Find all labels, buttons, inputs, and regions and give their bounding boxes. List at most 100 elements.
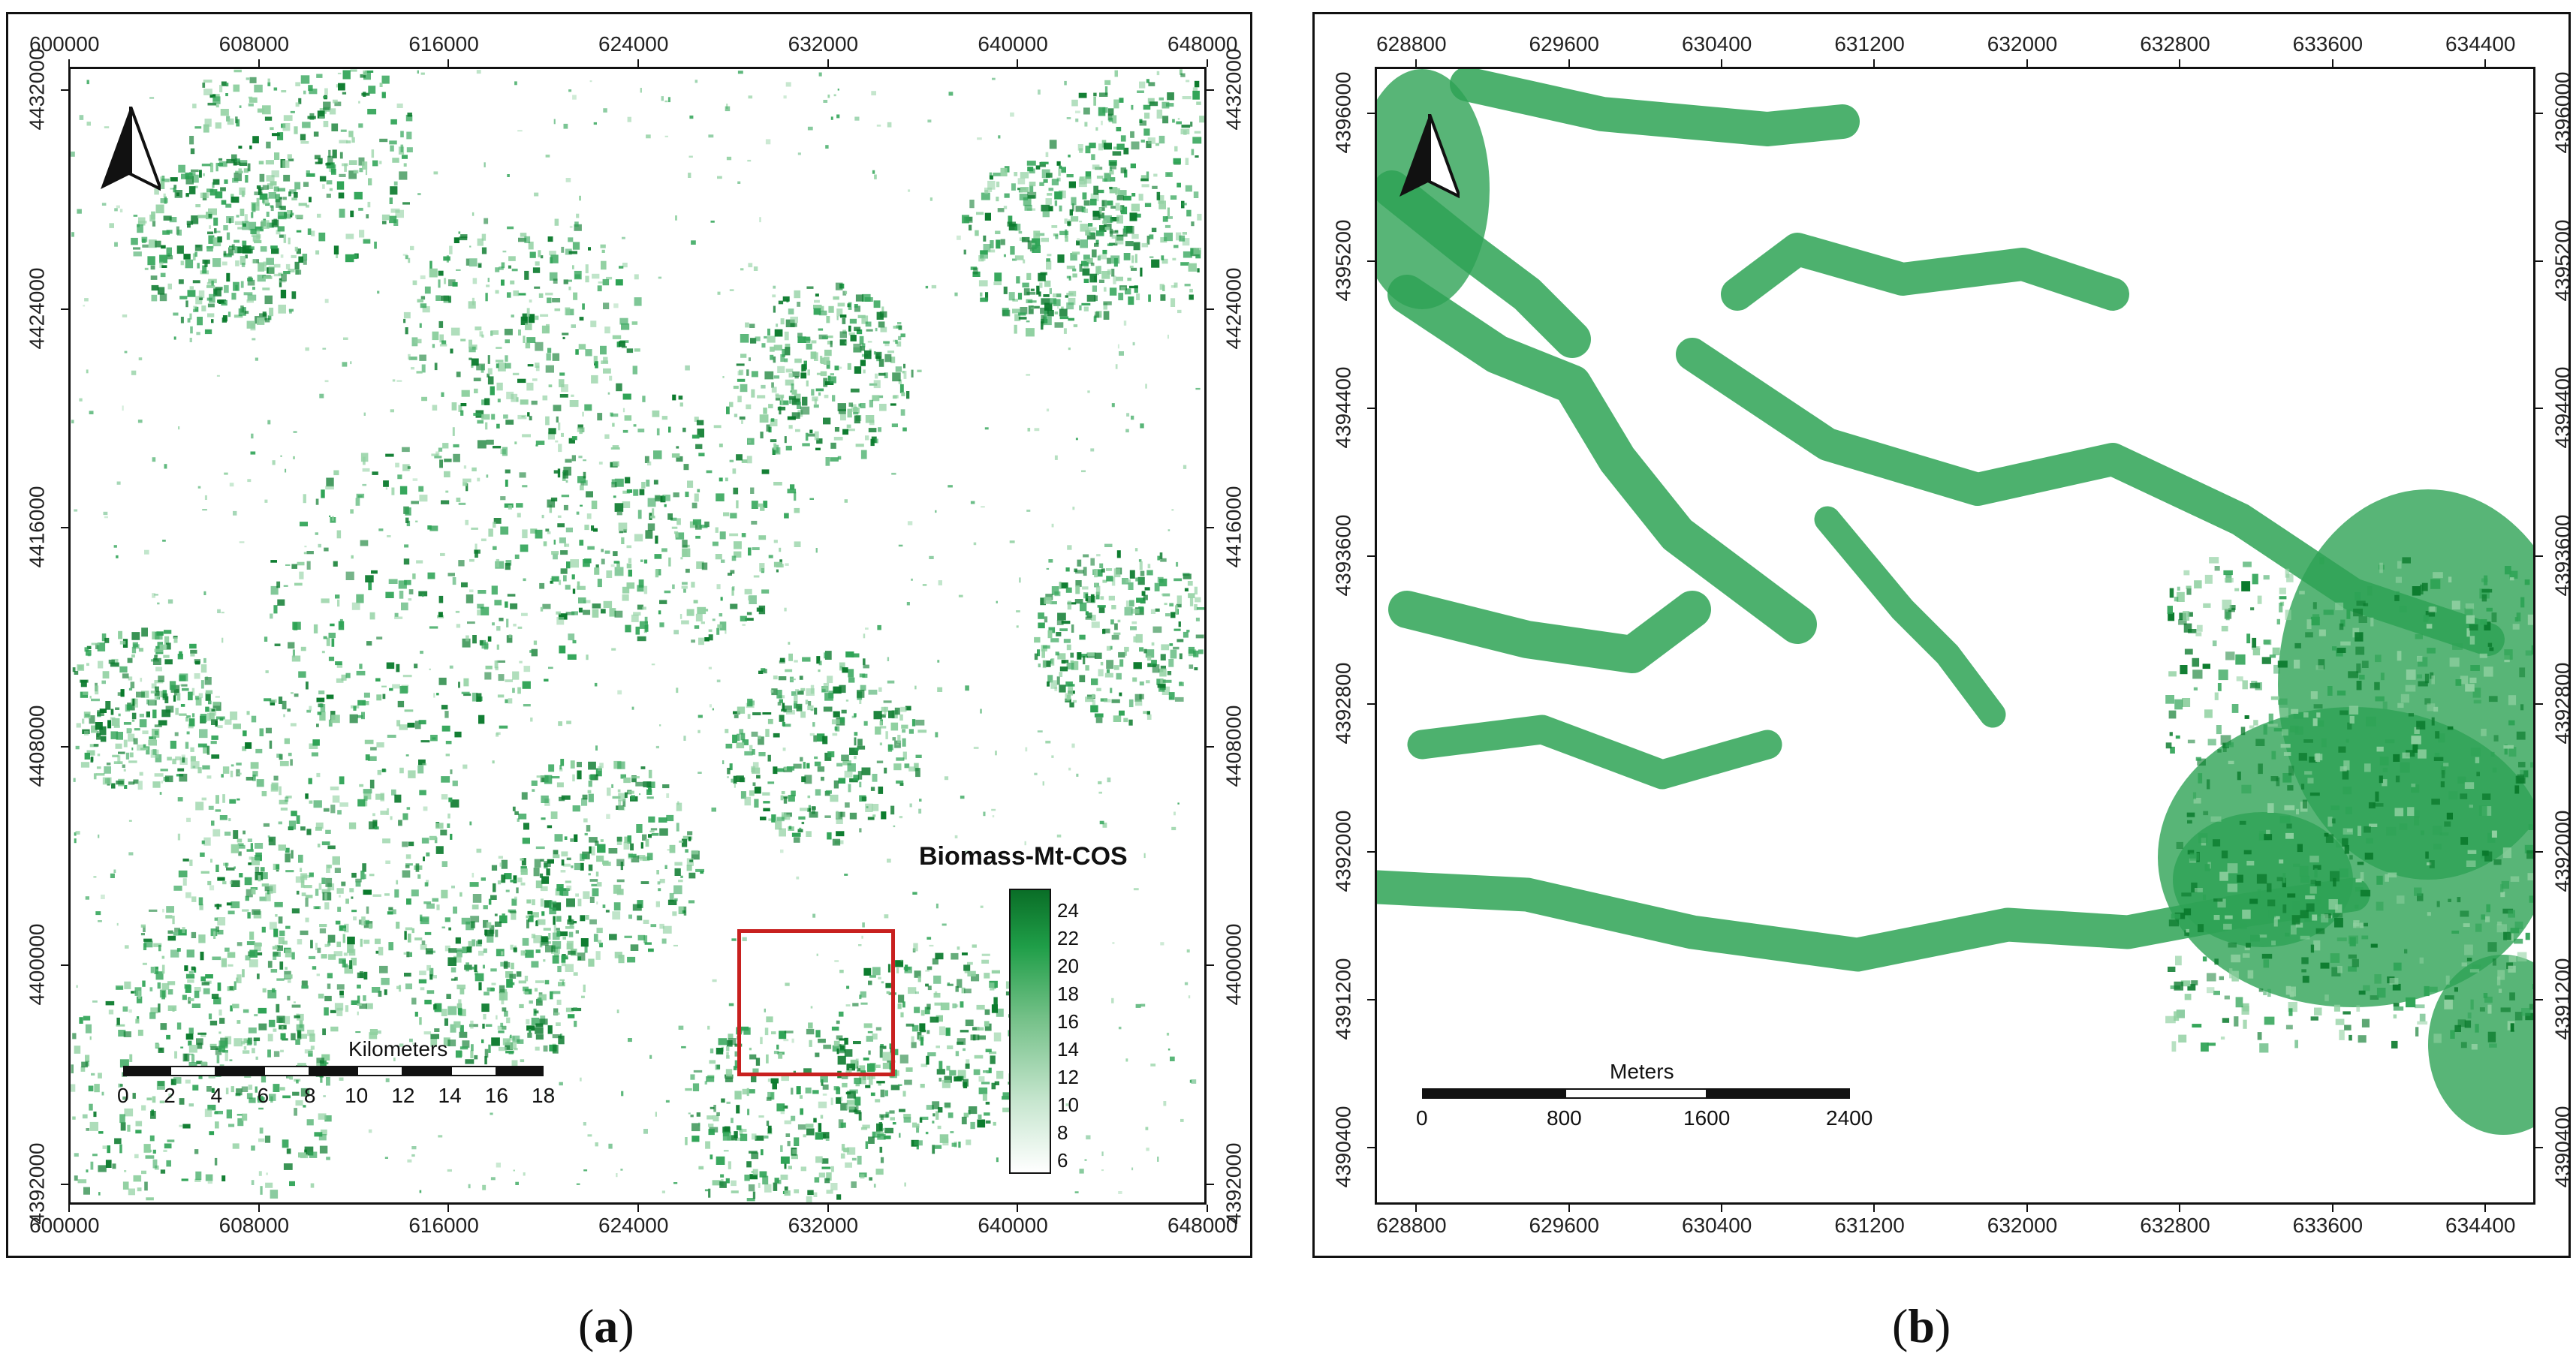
scale-bar-label: 14 (438, 1084, 462, 1107)
scale-bar-label: 8 (303, 1084, 316, 1107)
scale-bar-label: 4 (210, 1084, 223, 1107)
x-tick-label: 628800 (1376, 1214, 1447, 1237)
map-panel-b: 628800 628800 629600 629600 630400 630400 6312… (1312, 12, 2574, 1258)
y-tick-label: 4400000 (1222, 923, 1246, 1006)
x-tick-label: 633600 (2292, 1214, 2364, 1237)
x-tick-label: 632800 (2140, 32, 2210, 56)
y-tick-label: 4393600 (1331, 514, 1355, 597)
x-tick-label: 632000 (788, 1214, 859, 1237)
x-tick-mark (637, 1205, 639, 1212)
scale-bar-segment (309, 1066, 357, 1076)
y-tick-label: 4394400 (1331, 366, 1355, 449)
y-tick-mark (1207, 527, 1214, 529)
y-tick-label: 4416000 (1222, 486, 1246, 568)
scale-bar-segment (123, 1066, 170, 1076)
y-tick-mark (1367, 851, 1375, 853)
y-tick-mark (61, 89, 68, 92)
scale-bar-label: 2400 (1826, 1106, 1873, 1130)
x-tick-label: 629600 (1529, 32, 1599, 56)
y-tick-mark (1367, 998, 1375, 1000)
y-tick-label: 4416000 (25, 486, 49, 568)
scale-bar-segment (263, 1066, 310, 1076)
x-tick-label: 631200 (1834, 32, 1905, 56)
y-tick-mark (1367, 112, 1375, 114)
x-tick-mark (1720, 59, 1722, 67)
x-tick-mark (1873, 1205, 1876, 1212)
scale-bar-segment (1707, 1088, 1850, 1099)
x-tick-label: 634400 (2445, 1214, 2516, 1237)
y-tick-label: 4400000 (25, 923, 49, 1006)
legend-value: 10 (1057, 1094, 1079, 1116)
x-tick-label: 632800 (2140, 1214, 2210, 1237)
x-tick-label: 640000 (978, 1214, 1048, 1237)
x-tick-mark (1720, 1205, 1722, 1212)
y-tick-mark (2535, 1146, 2543, 1148)
x-tick-mark (2026, 1205, 2028, 1212)
y-tick-mark (2535, 998, 2543, 1000)
scale-bar-segment (403, 1066, 450, 1076)
scale-bar-label: 10 (345, 1084, 369, 1107)
legend-value: 22 (1057, 927, 1079, 949)
scale-bar-label: 1600 (1683, 1106, 1731, 1130)
legend-value: 6 (1057, 1149, 1068, 1172)
scale-bar-label: 2 (164, 1084, 176, 1107)
y-tick-label: 4393600 (2550, 514, 2574, 597)
scale-bar-segment (1422, 1088, 1565, 1099)
x-tick-label: 631200 (1834, 1214, 1905, 1237)
y-tick-mark (1367, 260, 1375, 262)
y-tick-label: 4395200 (1331, 219, 1355, 302)
legend-color-ramp (1009, 889, 1051, 1174)
y-tick-mark (1207, 964, 1214, 967)
y-tick-label: 4408000 (1222, 705, 1246, 787)
scale-bar-label: 12 (391, 1084, 415, 1107)
caption-a: (a) (578, 1299, 634, 1352)
x-tick-label: 630400 (1681, 1214, 1752, 1237)
y-tick-mark (2535, 703, 2543, 706)
y-tick-mark (1367, 555, 1375, 558)
scale-bar-segment (357, 1066, 404, 1076)
x-tick-label: 624000 (598, 32, 669, 56)
x-tick-mark (2026, 59, 2028, 67)
y-tick-label: 4390400 (2550, 1106, 2574, 1188)
x-tick-mark (447, 59, 450, 67)
biomass-map-a (71, 69, 1204, 1202)
x-tick-mark (2179, 59, 2181, 67)
legend-value: 24 (1057, 899, 1079, 922)
legend-value: 18 (1057, 982, 1079, 1005)
scale-bar-title: Meters (1610, 1060, 1674, 1083)
y-tick-label: 4392800 (2550, 662, 2574, 745)
x-tick-label: 600000 (29, 32, 100, 56)
x-tick-mark (827, 59, 829, 67)
x-tick-label: 648000 (1167, 1214, 1238, 1237)
x-tick-label: 632000 (788, 32, 859, 56)
scale-bar-segment (450, 1066, 497, 1076)
x-tick-label: 632000 (1987, 1214, 2058, 1237)
y-tick-mark (61, 964, 68, 967)
scale-bar-segment (216, 1066, 264, 1076)
x-tick-mark (447, 1205, 450, 1212)
scale-bar-label: 0 (1416, 1106, 1428, 1130)
x-tick-mark (68, 59, 70, 67)
x-tick-mark (2331, 59, 2333, 67)
y-tick-mark (1207, 308, 1214, 310)
y-tick-mark (2535, 851, 2543, 853)
y-tick-label: 4392000 (25, 1142, 49, 1225)
y-tick-mark (1207, 89, 1214, 92)
scale-bar-segment (496, 1066, 544, 1076)
x-tick-mark (827, 1205, 829, 1212)
y-tick-mark (61, 308, 68, 310)
y-tick-label: 4390400 (1331, 1106, 1355, 1188)
scale-bar-label: 18 (532, 1084, 556, 1107)
y-tick-label: 4424000 (1222, 267, 1246, 350)
y-tick-label: 4392000 (1222, 1142, 1246, 1225)
y-tick-label: 4396000 (2550, 71, 2574, 154)
y-tick-mark (1207, 745, 1214, 748)
y-tick-label: 4392000 (2550, 810, 2574, 892)
x-tick-mark (1207, 1205, 1208, 1212)
inset-extent-box (737, 929, 895, 1076)
x-tick-label: 633600 (2292, 32, 2364, 56)
x-tick-mark (2484, 1205, 2487, 1212)
x-tick-mark (1873, 59, 1876, 67)
x-tick-label: 616000 (408, 32, 479, 56)
y-tick-label: 4396000 (1331, 71, 1355, 154)
